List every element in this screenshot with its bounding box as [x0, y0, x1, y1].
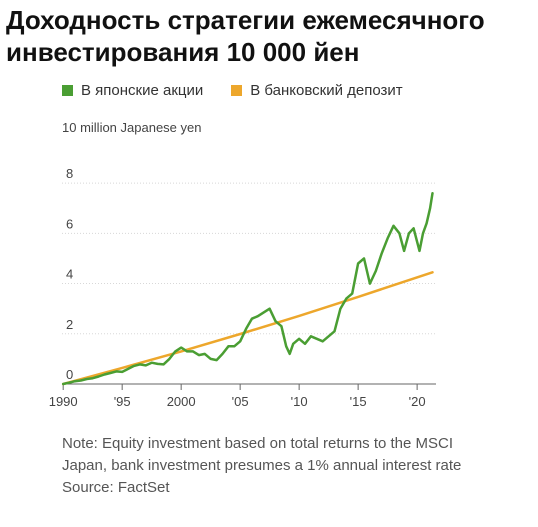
x-tick-label-2015: '15 — [350, 394, 367, 409]
source-text: Source: FactSet — [62, 479, 170, 496]
legend-label-deposit: В банковский депозит — [250, 81, 403, 99]
y-tick-label-6: 6 — [66, 216, 73, 231]
legend-label-equity: В японские акции — [81, 81, 204, 99]
x-tick-label-2000: 2000 — [167, 394, 196, 409]
x-tick-label-2020: '20 — [409, 394, 426, 409]
legend-item-deposit: В банковский депозит — [231, 81, 403, 99]
y-tick-label-8: 8 — [66, 166, 73, 181]
y-tick-label-0: 0 — [66, 367, 73, 382]
x-tick-label-2010: '10 — [291, 394, 308, 409]
series-line-deposit — [61, 271, 434, 386]
line-chart: 0 2 4 6 8 1990 '95 2000 '05 '10 '15 '20 — [49, 166, 436, 409]
x-tick-label-1990: 1990 — [49, 394, 78, 409]
legend-swatch-deposit — [231, 84, 243, 96]
chart-legend: В японские акции В банковский депозит — [62, 81, 403, 99]
legend-swatch-equity — [62, 84, 73, 96]
x-tick-label-2005: '05 — [232, 394, 249, 409]
chart-footnote: Note: Equity investment based on total r… — [62, 433, 472, 499]
y-tick-label-4: 4 — [66, 267, 73, 282]
x-tick-label-1995: '95 — [114, 394, 131, 409]
y-axis-unit-label: 10 million Japanese yen — [62, 120, 202, 135]
chart-title: Доходность стратегии ежемесячного инвест… — [6, 5, 485, 67]
series-line-equity — [61, 191, 434, 386]
legend-item-equity: В японские акции — [62, 82, 203, 99]
note-text: Note: Equity investment based on total r… — [62, 435, 462, 474]
y-tick-label-2: 2 — [66, 317, 73, 332]
